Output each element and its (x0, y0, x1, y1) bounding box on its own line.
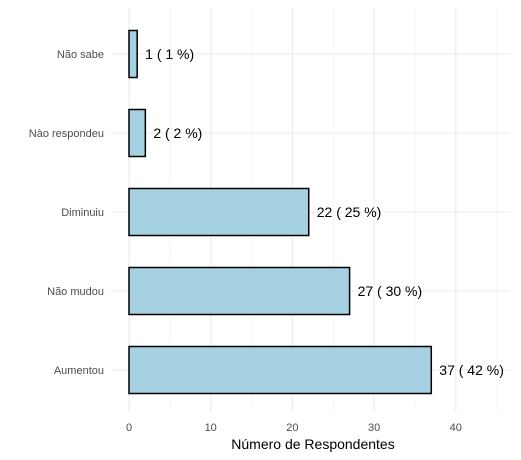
data-label: 22 ( 25 %) (317, 204, 382, 220)
x-axis-title: Número de Respondentes (231, 436, 394, 452)
bar (128, 187, 310, 237)
bar (128, 29, 138, 79)
data-label: 37 ( 42 %) (439, 362, 504, 378)
data-label: 1 ( 1 %) (145, 46, 194, 62)
category-label: Diminuiu (61, 207, 104, 219)
x-tick-label: 0 (126, 422, 132, 434)
x-tick-label: 20 (286, 422, 298, 434)
x-tick-label: 40 (450, 422, 462, 434)
category-labels: Não sabe Nào respondeu Diminuiu Não mudou Au… (29, 49, 104, 377)
data-label: 27 ( 30 %) (358, 283, 423, 299)
category-label: Não sabe (57, 49, 104, 61)
category-label: Não mudou (47, 286, 104, 298)
category-label: Aumentou (54, 365, 104, 377)
x-tick-label: 10 (205, 422, 217, 434)
x-tick-labels: 0 10 20 30 40 (126, 422, 462, 434)
bar (128, 266, 351, 316)
x-tick-label: 30 (368, 422, 380, 434)
category-label: Nào respondeu (29, 128, 104, 140)
bar (128, 108, 147, 158)
data-label: 2 ( 2 %) (153, 125, 202, 141)
bars-group: 1 ( 1 %) 2 ( 2 %) 22 ( 25 %) 27 ( 30 %) 37 (… (128, 29, 504, 395)
bar (128, 345, 433, 395)
